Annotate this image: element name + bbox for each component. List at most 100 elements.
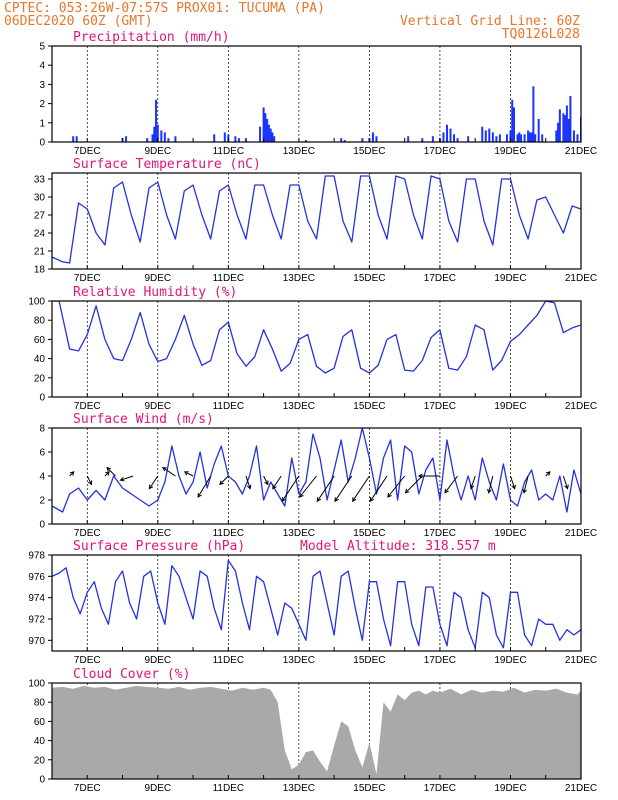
wind-vector-head	[444, 488, 449, 494]
precipitation-xtick-label: 21DEC	[565, 146, 597, 157]
wind-vector	[387, 475, 406, 498]
cloud-xtick-label: 9DEC	[144, 783, 171, 794]
cloud-ytick-label: 20	[34, 755, 46, 766]
wind-vector-head	[369, 497, 375, 503]
precipitation-title: Precipitation (mm/h)	[73, 30, 230, 45]
wind-vector-head	[148, 484, 154, 490]
precip-bar	[361, 138, 364, 142]
wind-vector-head	[522, 488, 527, 494]
pressure-xtick-label: 11DEC	[213, 655, 245, 666]
cloud-xtick-label: 11DEC	[213, 783, 245, 794]
humidity-xtick-label: 13DEC	[283, 401, 315, 412]
precip-bar	[562, 113, 565, 142]
humidity-xtick-label: 7DEC	[74, 401, 101, 412]
precip-bar	[237, 138, 240, 142]
wind-vector-head	[316, 497, 322, 503]
precipitation-ytick-label: 2	[39, 99, 45, 110]
precip-bar	[269, 128, 272, 142]
precip-bar	[537, 118, 540, 142]
humidity-frame	[51, 300, 582, 398]
temperature-line	[52, 175, 581, 264]
wind-vector	[184, 471, 194, 477]
temperature-frame	[51, 172, 582, 270]
precip-bar	[267, 124, 270, 142]
pressure-ytick-label: 976	[28, 572, 45, 583]
precip-bar	[264, 113, 267, 142]
precip-bar	[534, 134, 537, 142]
precip-bar	[153, 126, 156, 142]
wind-vector-head	[404, 488, 410, 494]
precip-bar	[567, 118, 570, 142]
wind-vector	[562, 475, 569, 489]
precip-bar	[555, 130, 558, 142]
cloud-title: Cloud Cover (%)	[73, 667, 190, 682]
wind-vector	[405, 475, 423, 494]
precip-bar	[244, 138, 247, 142]
precip-bar	[273, 136, 276, 142]
pressure-xtick-label: 15DEC	[353, 655, 385, 666]
wind-vector-head	[183, 471, 189, 476]
precip-bar	[72, 136, 75, 142]
precip-bar	[223, 132, 226, 142]
humidity-ytick-label: 100	[28, 297, 45, 308]
precip-bar	[304, 140, 307, 142]
precip-bar	[491, 132, 494, 142]
wind-vector-head	[105, 471, 110, 476]
precip-bar	[467, 136, 470, 142]
wind-vector-head	[417, 473, 423, 479]
precip-bar	[527, 130, 530, 142]
wind-vector-head	[69, 471, 75, 476]
pressure-xtick-label: 21DEC	[565, 655, 597, 666]
precip-bar	[442, 132, 445, 142]
precipitation-ytick-label: 3	[39, 80, 45, 91]
cloud-ytick-label: 0	[39, 775, 45, 786]
pressure-panel: Surface Pressure (hPa) Model Altitude: 31…	[28, 539, 597, 666]
temperature-ytick-label: 30	[34, 193, 46, 204]
temperature-panel: Surface Temperature (nC) 18 21 24 27 30 33 7DEC…	[34, 157, 597, 284]
precipitation-ytick-label: 0	[39, 138, 45, 149]
pressure-xtick-label: 13DEC	[283, 655, 315, 666]
wind-vector-head	[246, 484, 252, 490]
precip-bar	[564, 115, 567, 142]
temperature-ytick-label: 18	[34, 265, 46, 276]
precipitation-xtick-label: 15DEC	[353, 146, 385, 157]
cloud-ytick-label: 100	[28, 679, 45, 690]
precip-bar	[375, 136, 378, 142]
precip-bar	[213, 134, 216, 142]
wind-vector	[369, 475, 388, 502]
wind-vector-head	[161, 467, 167, 472]
cloud-ytick-label: 80	[34, 698, 46, 709]
wind-vector-head	[299, 493, 304, 498]
precip-bar	[431, 136, 434, 142]
precip-bar	[498, 134, 501, 142]
wind-ytick-label: 8	[39, 424, 45, 435]
wind-vector	[523, 475, 529, 493]
humidity-xtick-label: 17DEC	[424, 401, 456, 412]
precip-bar	[371, 132, 374, 142]
precip-bar	[151, 134, 154, 142]
cloud-xtick-label: 7DEC	[74, 783, 101, 794]
wind-xtick-label: 17DEC	[424, 528, 456, 539]
temperature-ytick-label: 27	[34, 211, 46, 222]
humidity-line	[52, 301, 581, 374]
precip-bar	[509, 130, 512, 142]
wind-vector-head	[197, 492, 202, 498]
humidity-xtick-label: 15DEC	[353, 401, 385, 412]
wind-vector	[580, 476, 581, 478]
wind-xtick-label: 21DEC	[565, 528, 597, 539]
temperature-xtick-label: 19DEC	[494, 273, 526, 284]
humidity-xtick-label: 19DEC	[494, 401, 526, 412]
wind-vector	[106, 467, 116, 477]
cloud-data	[52, 685, 581, 779]
precip-bar	[505, 134, 508, 142]
precipitation-xtick-label: 19DEC	[494, 146, 526, 157]
humidity-xtick-label: 11DEC	[213, 401, 245, 412]
precip-bar	[495, 136, 498, 142]
humidity-panel: Relative Humidity (%) 0 20 40 60 80 100 7DEC 9DE…	[28, 285, 597, 412]
precipitation-xtick-label: 7DEC	[74, 146, 101, 157]
wind-vector	[197, 475, 212, 498]
precip-bar	[449, 128, 452, 142]
wind-xtick-label: 15DEC	[353, 528, 385, 539]
wind-vector	[272, 475, 282, 489]
wind-vector-head	[469, 484, 475, 490]
